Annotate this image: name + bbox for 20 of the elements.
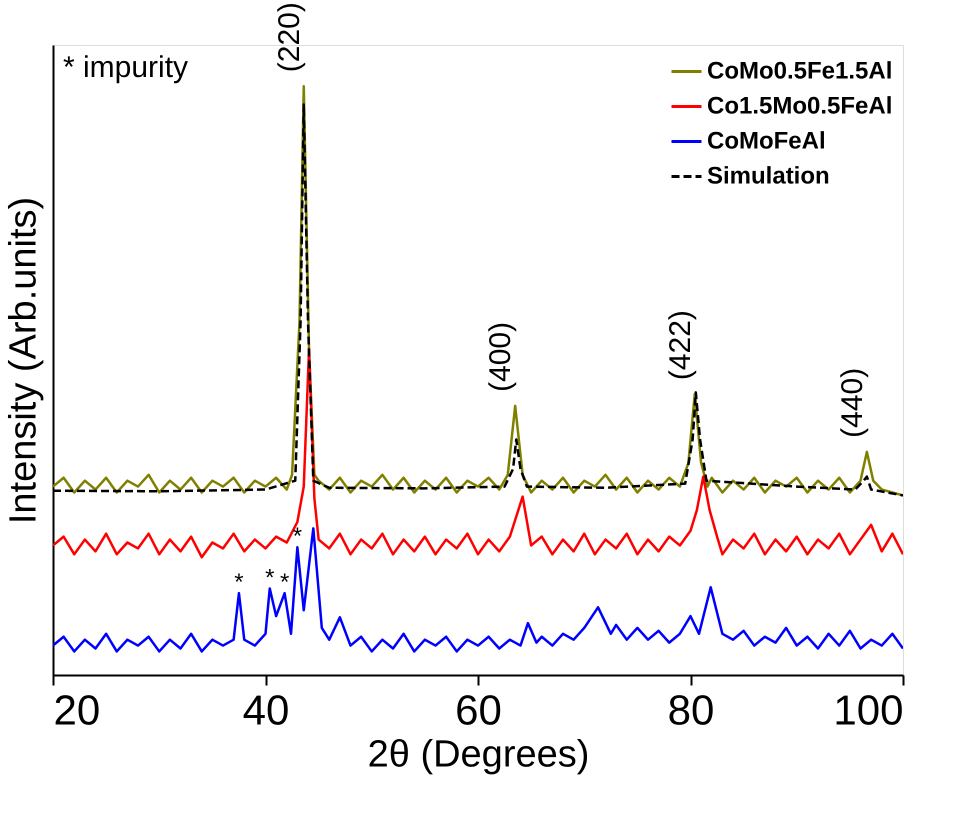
text: * impurity — [63, 51, 188, 84]
x-tick-label: 80 — [668, 686, 714, 734]
legend-label: Simulation — [707, 162, 830, 190]
annotation: (220) — [272, 2, 306, 72]
annotation: * — [280, 569, 290, 596]
annotation: * — [292, 523, 302, 550]
legend-label: CoMo0.5Fe1.5Al — [707, 58, 892, 84]
y-axis-title: Intensity (Arb.units) — [2, 196, 44, 524]
annotation: (422) — [664, 310, 697, 380]
legend-label: CoMoFeAl — [707, 128, 826, 154]
x-tick-label: 100 — [833, 686, 904, 734]
annotation: * — [265, 564, 274, 592]
annotation: (440) — [836, 368, 869, 438]
legend-label: Co1.5Mo0.5FeAl — [707, 92, 892, 120]
x-tick-label: 20 — [54, 686, 100, 734]
x-axis-title: 2θ (Degrees) — [368, 734, 590, 776]
annotation: * — [234, 569, 244, 596]
x-tick-label: 60 — [455, 686, 502, 734]
x-tick-label: 40 — [242, 686, 290, 734]
annotation: (400) — [484, 322, 518, 392]
